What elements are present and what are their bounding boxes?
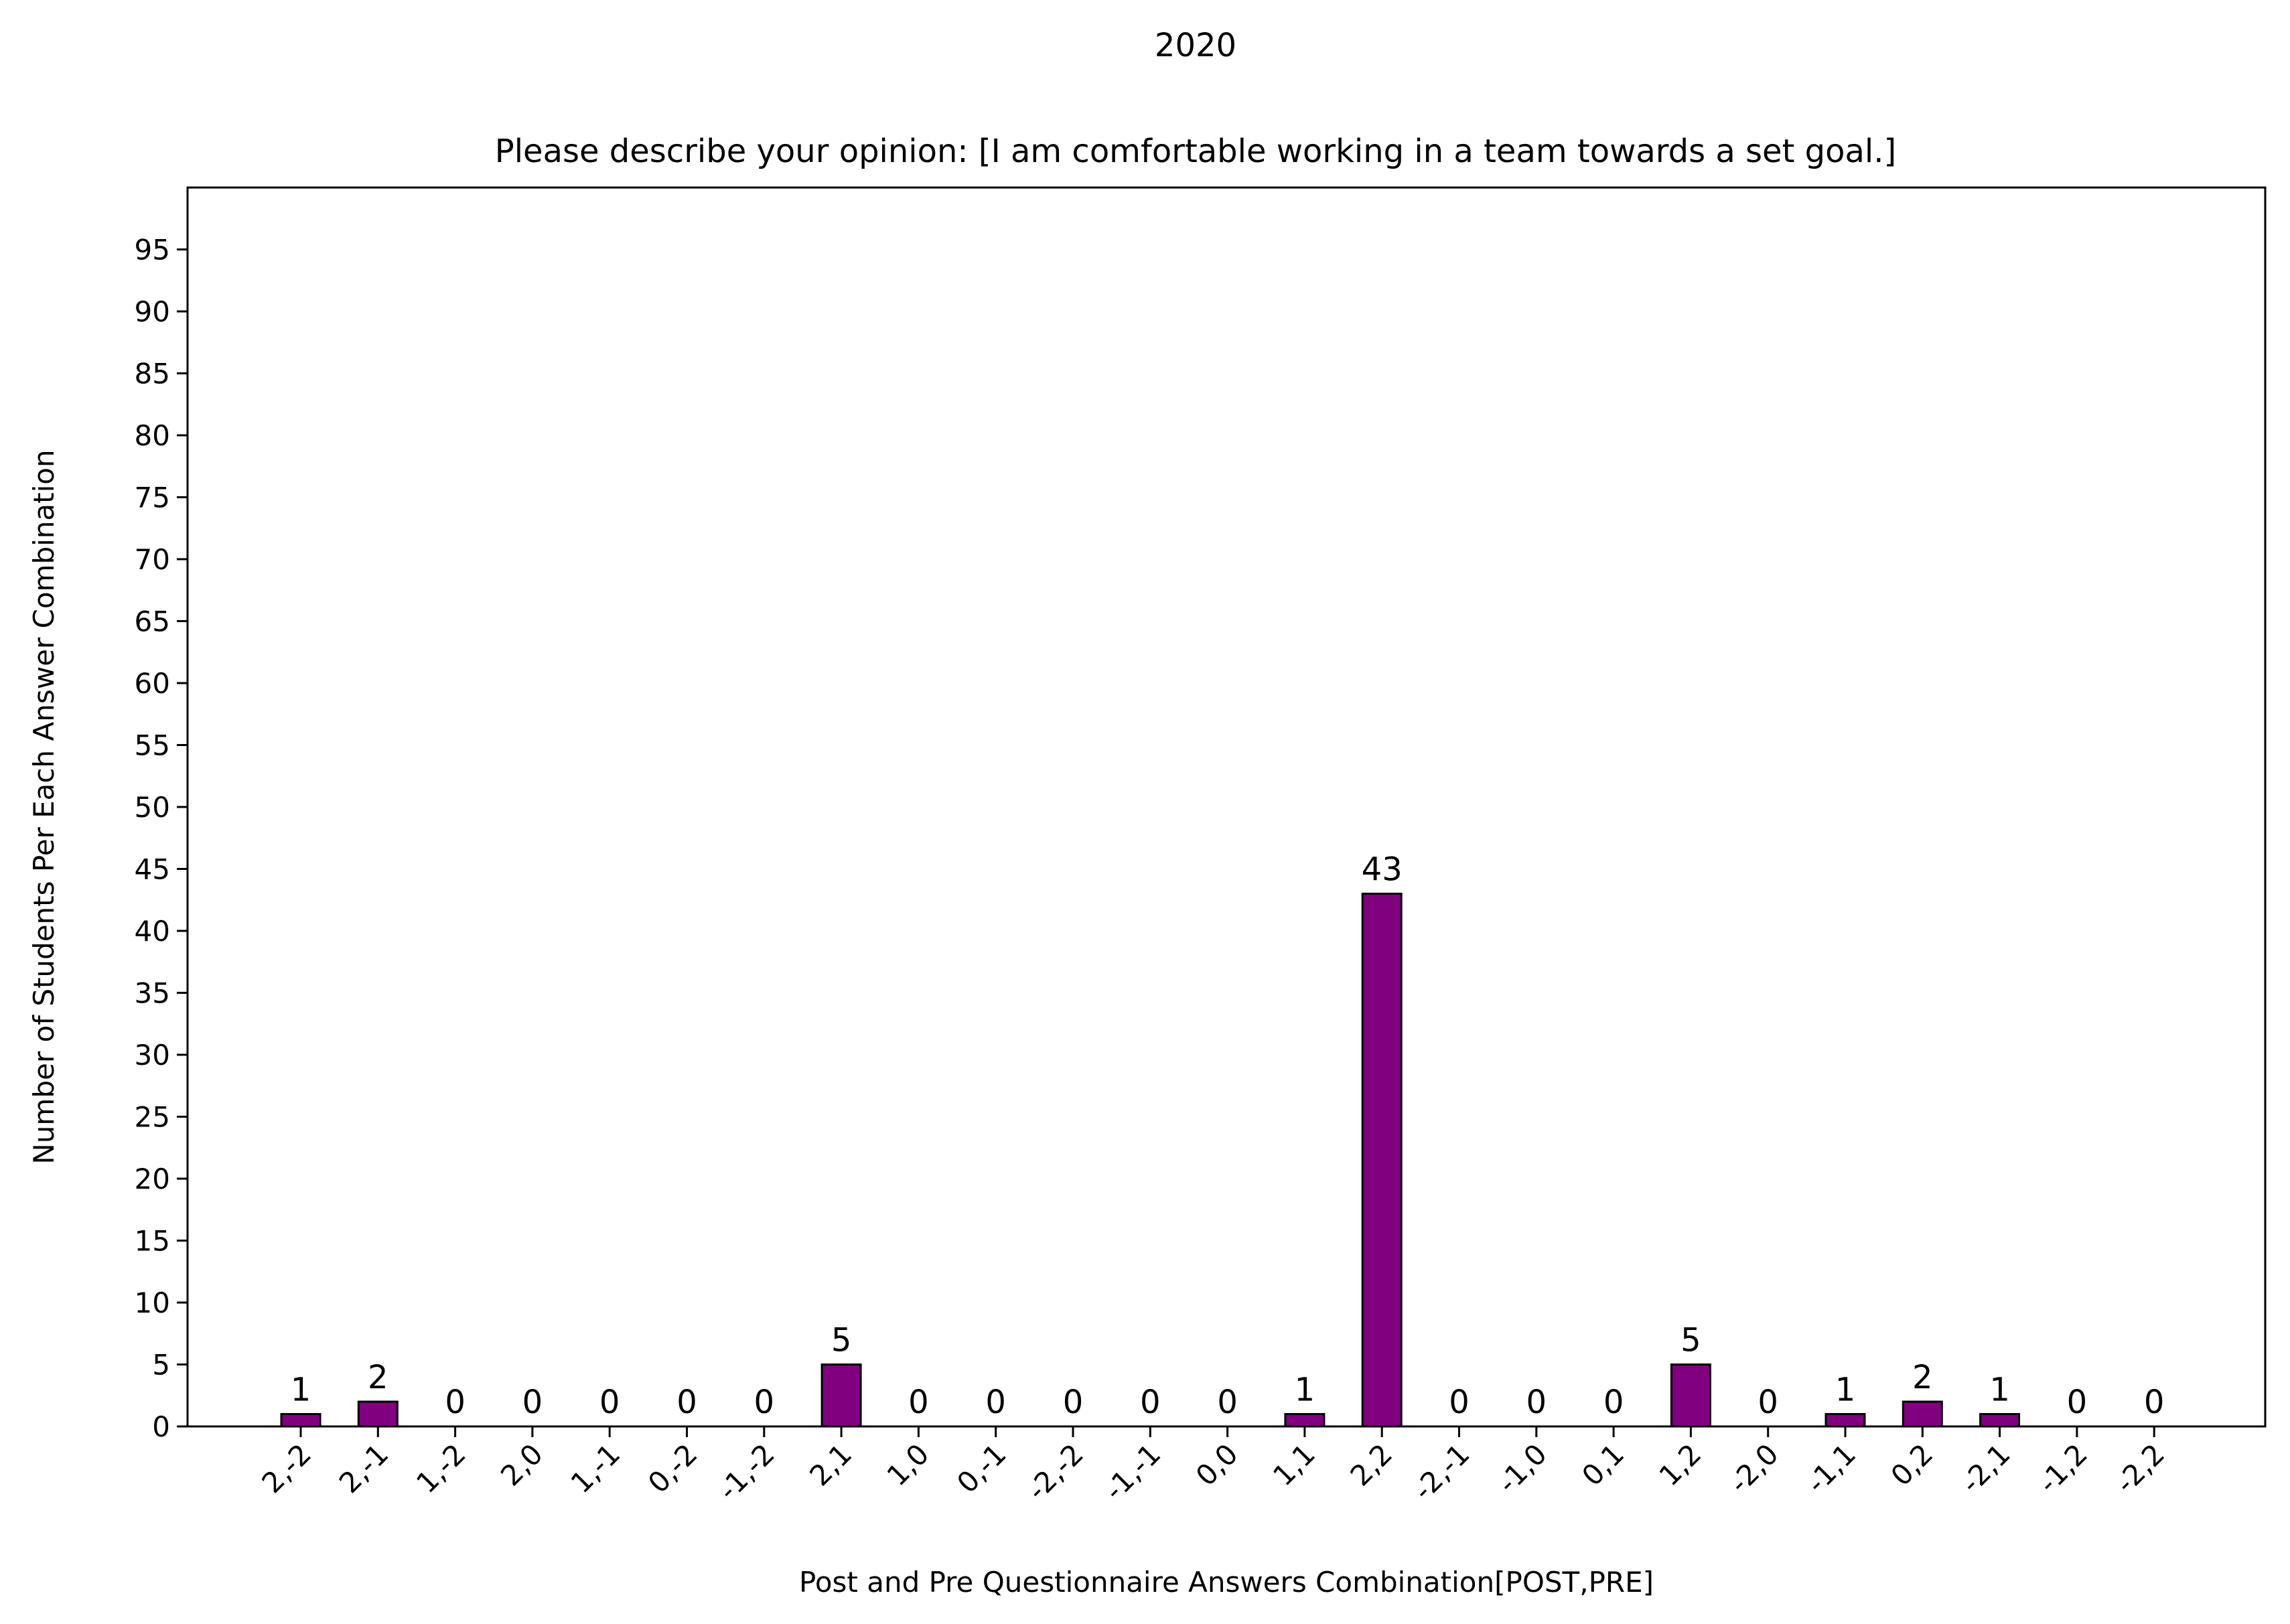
x-tick-label: 1,2 — [1653, 1437, 1708, 1492]
x-tick-label: 2,-1 — [333, 1437, 395, 1499]
y-tick-label: 40 — [135, 915, 170, 948]
x-tick-label: -1,1 — [1800, 1437, 1862, 1499]
data-label: 0 — [1758, 1384, 1778, 1421]
bar — [1902, 1400, 1943, 1428]
x-tick-label: -1,0 — [1491, 1437, 1553, 1499]
plot-frame — [186, 186, 2267, 1428]
x-tick-label: -2,1 — [1954, 1437, 2017, 1499]
bar — [1284, 1413, 1326, 1428]
data-label: 0 — [2144, 1384, 2165, 1421]
data-label: 0 — [676, 1384, 697, 1421]
data-label: 2 — [368, 1359, 388, 1396]
x-axis-ticks: 2,-2 2,-1 1,-2 2,0 1,-1 0,-2 -1,-2 2,1 1,0 0,-1 -2… — [255, 1426, 2171, 1507]
x-axis-label: Post and Pre Questionnaire Answers Combi… — [799, 1566, 1654, 1599]
y-tick-label: 55 — [135, 729, 170, 762]
x-tick-label: -1,-1 — [1098, 1437, 1167, 1506]
x-tick-label: 1,1 — [1267, 1437, 1321, 1492]
y-tick-label: 45 — [135, 853, 170, 886]
y-tick-label: 30 — [135, 1039, 170, 1072]
chart-suptitle: 2020 — [1155, 27, 1236, 64]
y-tick-label: 10 — [135, 1286, 170, 1319]
data-label: 0 — [1217, 1384, 1238, 1421]
y-tick-label: 20 — [135, 1163, 170, 1195]
y-tick-label: 95 — [135, 234, 170, 267]
data-label: 0 — [1140, 1384, 1161, 1421]
x-tick-label: 2,2 — [1344, 1437, 1399, 1492]
data-label: 0 — [522, 1384, 543, 1421]
y-tick-label: 85 — [135, 358, 170, 390]
data-label: 0 — [1449, 1384, 1470, 1421]
y-tick-label: 90 — [135, 295, 170, 328]
x-tick-label: -1,2 — [2031, 1437, 2094, 1499]
bar — [1670, 1363, 1711, 1428]
y-tick-label: 80 — [135, 419, 170, 452]
bar — [280, 1413, 321, 1428]
data-label: 0 — [754, 1384, 775, 1421]
x-tick-label: 1,0 — [881, 1437, 936, 1492]
data-label: 0 — [908, 1384, 929, 1421]
x-tick-label: 1,-1 — [565, 1437, 627, 1499]
y-tick-label: 15 — [135, 1225, 170, 1258]
y-tick-label: 75 — [135, 482, 170, 514]
data-label: 5 — [1680, 1322, 1701, 1359]
x-tick-label: -2,0 — [1723, 1437, 1785, 1499]
x-tick-label: 0,-1 — [950, 1437, 1013, 1499]
y-tick-label: 70 — [135, 543, 170, 576]
bar — [1824, 1413, 1866, 1428]
bar — [1979, 1413, 2021, 1428]
x-tick-label: -2,-1 — [1407, 1437, 1476, 1506]
data-label: 1 — [1295, 1372, 1315, 1409]
x-tick-label: -2,-2 — [1021, 1437, 1090, 1506]
chart-title: Please describe your opinion: [I am comf… — [495, 133, 1896, 170]
y-tick-label: 50 — [135, 791, 170, 824]
x-tick-label: 2,-2 — [255, 1437, 317, 1499]
x-tick-label: 0,2 — [1884, 1437, 1939, 1492]
y-tick-label: 65 — [135, 605, 170, 638]
data-label: 0 — [599, 1384, 620, 1421]
y-tick-label: 60 — [135, 667, 170, 700]
x-tick-label: -1,-2 — [712, 1437, 781, 1506]
y-axis-ticks: 0 5 10 15 20 25 30 35 40 45 50 55 60 65 70 75 80 85 90 95 — [135, 234, 188, 1443]
data-label: 1 — [291, 1372, 311, 1409]
x-tick-label: -2,2 — [2109, 1437, 2171, 1499]
bar — [357, 1400, 399, 1428]
data-label: 0 — [2067, 1384, 2088, 1421]
x-tick-label: 2,0 — [494, 1437, 549, 1492]
x-tick-label: 2,1 — [803, 1437, 858, 1492]
bar — [1361, 893, 1403, 1428]
data-label: 1 — [1989, 1372, 2010, 1409]
data-label: 1 — [1835, 1372, 1856, 1409]
y-tick-label: 0 — [152, 1410, 170, 1443]
data-label: 2 — [1912, 1359, 1933, 1396]
x-tick-label: 0,0 — [1190, 1437, 1244, 1492]
data-label: 0 — [1526, 1384, 1547, 1421]
data-label: 0 — [1603, 1384, 1624, 1421]
bar — [820, 1363, 862, 1428]
data-label: 43 — [1362, 851, 1403, 889]
data-labels: 1 2 0 0 0 0 0 5 0 0 0 0 0 1 43 0 0 0 5 0 1 2 1 0 0 — [291, 851, 2165, 1422]
data-label: 0 — [1063, 1384, 1084, 1421]
y-tick-label: 25 — [135, 1101, 170, 1134]
data-label: 5 — [831, 1322, 852, 1359]
y-axis-label: Number of Students Per Each Answer Combi… — [27, 449, 60, 1164]
data-label: 0 — [985, 1384, 1006, 1421]
bars — [280, 893, 2021, 1428]
y-tick-label: 35 — [135, 977, 170, 1010]
x-tick-label: 1,-2 — [410, 1437, 472, 1499]
x-tick-label: 0,1 — [1575, 1437, 1630, 1492]
data-label: 0 — [445, 1384, 466, 1421]
y-tick-label: 5 — [152, 1349, 170, 1382]
x-tick-label: 0,-2 — [642, 1437, 704, 1499]
